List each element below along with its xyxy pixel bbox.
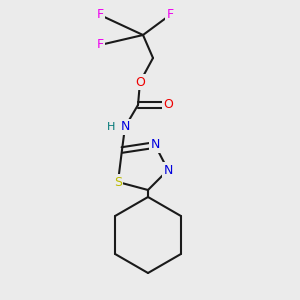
Text: F: F [96,38,103,52]
Text: F: F [96,8,103,22]
Text: H: H [107,122,115,132]
Text: F: F [167,8,174,22]
Text: O: O [135,76,145,88]
Text: O: O [163,98,173,112]
Text: N: N [120,121,130,134]
Text: N: N [150,139,160,152]
Text: S: S [114,176,122,188]
Text: N: N [163,164,173,176]
